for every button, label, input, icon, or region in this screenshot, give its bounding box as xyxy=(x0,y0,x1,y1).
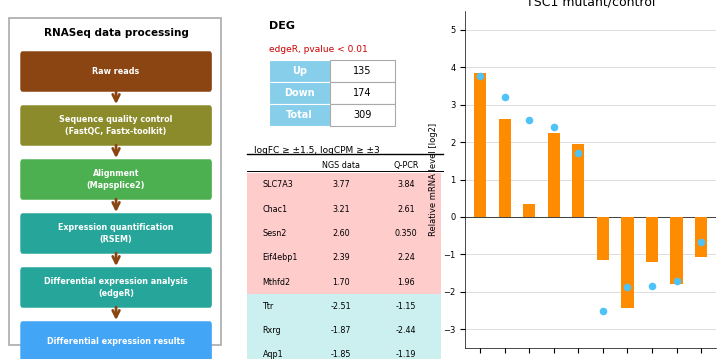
Point xyxy=(573,150,584,156)
Point xyxy=(548,125,560,130)
Point xyxy=(646,284,658,289)
Text: Aqp1: Aqp1 xyxy=(262,350,283,359)
Bar xyxy=(646,217,658,262)
Text: 2.61: 2.61 xyxy=(398,205,415,214)
FancyBboxPatch shape xyxy=(247,173,441,197)
Text: Chac1: Chac1 xyxy=(262,205,288,214)
Text: 2.39: 2.39 xyxy=(332,253,350,262)
FancyBboxPatch shape xyxy=(9,18,221,345)
Text: -2.51: -2.51 xyxy=(330,302,351,311)
FancyBboxPatch shape xyxy=(247,343,441,359)
FancyBboxPatch shape xyxy=(269,81,330,103)
Bar xyxy=(572,144,584,217)
FancyBboxPatch shape xyxy=(20,321,212,359)
FancyBboxPatch shape xyxy=(20,213,212,254)
Text: edgeR, pvalue < 0.01: edgeR, pvalue < 0.01 xyxy=(269,45,368,53)
Text: SLC7A3: SLC7A3 xyxy=(262,181,294,190)
Bar xyxy=(499,119,511,217)
Text: -1.15: -1.15 xyxy=(396,302,416,311)
Text: -1.85: -1.85 xyxy=(330,350,351,359)
Bar xyxy=(547,133,560,217)
Text: Total: Total xyxy=(286,109,313,120)
Text: 2.60: 2.60 xyxy=(332,229,350,238)
FancyBboxPatch shape xyxy=(330,104,395,126)
Text: 3.84: 3.84 xyxy=(398,181,415,190)
Point xyxy=(671,278,683,284)
Text: 1.70: 1.70 xyxy=(332,278,350,286)
Text: -2.44: -2.44 xyxy=(396,326,416,335)
FancyBboxPatch shape xyxy=(269,60,330,81)
Text: 3.77: 3.77 xyxy=(332,181,350,190)
Text: Ttr: Ttr xyxy=(262,302,274,311)
Text: Rxrg: Rxrg xyxy=(262,326,281,335)
Text: -1.19: -1.19 xyxy=(396,350,416,359)
Text: 174: 174 xyxy=(354,88,372,98)
Point xyxy=(474,73,486,79)
Text: 2.24: 2.24 xyxy=(397,253,415,262)
Text: DEG: DEG xyxy=(269,21,295,31)
Text: Raw reads: Raw reads xyxy=(93,67,140,76)
FancyBboxPatch shape xyxy=(247,294,441,318)
Point xyxy=(523,117,535,122)
FancyBboxPatch shape xyxy=(20,267,212,308)
Text: Expression quantification
(RSEM): Expression quantification (RSEM) xyxy=(59,223,174,243)
FancyBboxPatch shape xyxy=(20,159,212,200)
Bar xyxy=(695,217,707,257)
Text: Eif4ebp1: Eif4ebp1 xyxy=(262,253,298,262)
Bar xyxy=(621,217,633,308)
Text: Up: Up xyxy=(292,66,307,76)
Bar xyxy=(596,217,609,260)
FancyBboxPatch shape xyxy=(269,104,330,126)
Bar xyxy=(670,217,683,284)
Text: Down: Down xyxy=(284,88,315,98)
FancyBboxPatch shape xyxy=(247,318,441,343)
Text: 309: 309 xyxy=(354,109,372,120)
Bar xyxy=(474,73,487,217)
Text: -1.87: -1.87 xyxy=(330,326,351,335)
Title: TSC1 mutant/control: TSC1 mutant/control xyxy=(526,0,655,8)
FancyBboxPatch shape xyxy=(247,270,441,294)
Text: Differential expression analysis
(edgeR): Differential expression analysis (edgeR) xyxy=(44,278,188,298)
Bar xyxy=(523,204,536,217)
Text: 135: 135 xyxy=(354,66,372,76)
FancyBboxPatch shape xyxy=(20,51,212,92)
Text: Differential expression results: Differential expression results xyxy=(47,337,185,346)
Point xyxy=(499,94,510,99)
Text: RNASeq data processing: RNASeq data processing xyxy=(43,28,189,38)
FancyBboxPatch shape xyxy=(247,222,441,246)
Text: Sequence quality control
(FastQC, Fastx-toolkit): Sequence quality control (FastQC, Fastx-… xyxy=(59,116,173,136)
Text: NGS data: NGS data xyxy=(322,161,360,170)
Text: Sesn2: Sesn2 xyxy=(262,229,287,238)
Point xyxy=(696,239,707,245)
Text: 3.21: 3.21 xyxy=(332,205,350,214)
Y-axis label: Relative mRNA level [log2]: Relative mRNA level [log2] xyxy=(429,123,438,236)
Text: 1.96: 1.96 xyxy=(398,278,415,286)
Text: Q-PCR: Q-PCR xyxy=(393,161,419,170)
Text: 0.350: 0.350 xyxy=(395,229,417,238)
FancyBboxPatch shape xyxy=(247,197,441,222)
FancyBboxPatch shape xyxy=(20,105,212,146)
Text: Alignment
(Mapsplice2): Alignment (Mapsplice2) xyxy=(87,169,145,190)
FancyBboxPatch shape xyxy=(330,60,395,81)
Point xyxy=(622,284,633,290)
FancyBboxPatch shape xyxy=(247,246,441,270)
FancyBboxPatch shape xyxy=(330,81,395,103)
Text: Mthfd2: Mthfd2 xyxy=(262,278,291,286)
Point xyxy=(597,308,609,314)
Text: logFC ≥ ±1.5, logCPM ≥ ±3: logFC ≥ ±1.5, logCPM ≥ ±3 xyxy=(254,146,380,155)
